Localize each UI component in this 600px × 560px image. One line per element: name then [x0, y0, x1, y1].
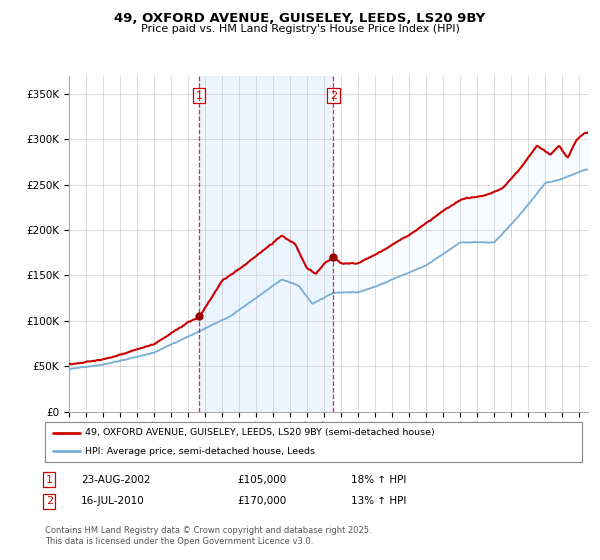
- Text: 49, OXFORD AVENUE, GUISELEY, LEEDS, LS20 9BY: 49, OXFORD AVENUE, GUISELEY, LEEDS, LS20…: [115, 12, 485, 25]
- Text: Contains HM Land Registry data © Crown copyright and database right 2025.
This d: Contains HM Land Registry data © Crown c…: [45, 526, 371, 546]
- Text: 16-JUL-2010: 16-JUL-2010: [81, 496, 145, 506]
- Text: £105,000: £105,000: [237, 475, 286, 485]
- Text: 2: 2: [330, 91, 337, 101]
- Text: 18% ↑ HPI: 18% ↑ HPI: [351, 475, 406, 485]
- Text: 2: 2: [46, 496, 53, 506]
- Bar: [199, 76, 334, 412]
- Text: 23-AUG-2002: 23-AUG-2002: [81, 475, 151, 485]
- Text: Price paid vs. HM Land Registry's House Price Index (HPI): Price paid vs. HM Land Registry's House …: [140, 24, 460, 34]
- Text: £170,000: £170,000: [237, 496, 286, 506]
- Text: 13% ↑ HPI: 13% ↑ HPI: [351, 496, 406, 506]
- Text: 1: 1: [46, 475, 53, 485]
- Text: 49, OXFORD AVENUE, GUISELEY, LEEDS, LS20 9BY (semi-detached house): 49, OXFORD AVENUE, GUISELEY, LEEDS, LS20…: [85, 428, 435, 437]
- Text: 1: 1: [196, 91, 203, 101]
- Text: HPI: Average price, semi-detached house, Leeds: HPI: Average price, semi-detached house,…: [85, 447, 315, 456]
